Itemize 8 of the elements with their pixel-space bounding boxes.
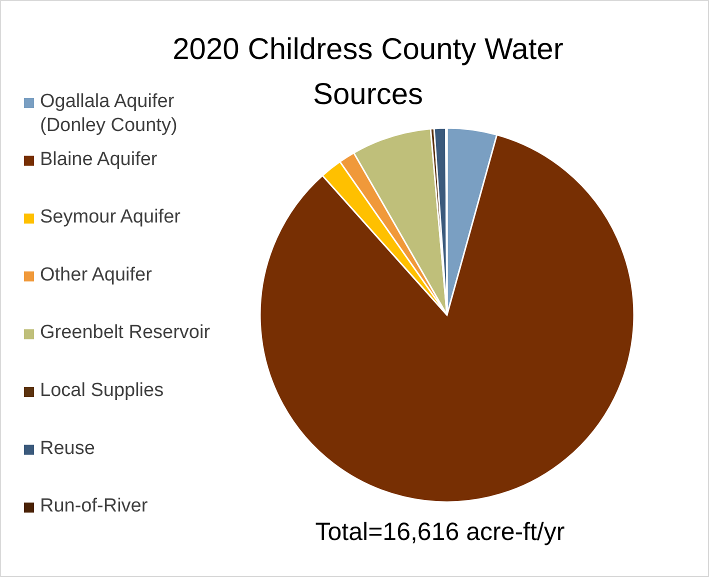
legend-label: Seymour Aquifer — [40, 206, 182, 228]
legend-label: Reuse — [40, 438, 95, 459]
legend-label: Blaine Aquifer — [40, 148, 158, 170]
legend-label: Greenbelt Reservoir — [40, 322, 211, 344]
text: Total=16,616 acre-ft/yr — [315, 518, 565, 546]
legend-label: Local Supplies — [40, 380, 164, 401]
legend-label: Run-of-River — [40, 496, 148, 517]
legend-label: Other Aquifer — [40, 264, 153, 286]
